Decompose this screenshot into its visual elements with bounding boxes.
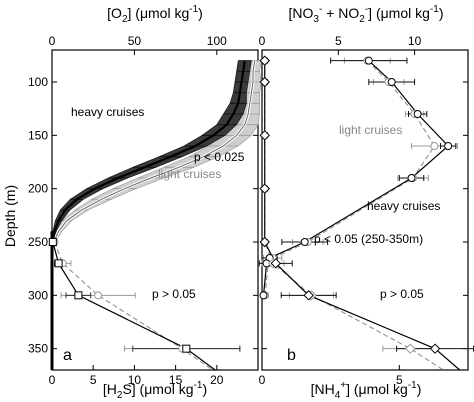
panel-a-label: a bbox=[63, 347, 72, 364]
panel-a-xtick-top-label: 100 bbox=[207, 34, 227, 48]
nh4-heavy-point bbox=[259, 130, 270, 141]
annot-p-gt-005-b: p > 0.05 bbox=[380, 287, 424, 301]
annot-light-cruises-a: light cruises bbox=[158, 167, 221, 181]
annot-light-cruises-b: light cruises bbox=[339, 123, 402, 137]
figure-labels: Depth (m) [O2] (μmol kg-1) [H2S] (μmol k… bbox=[2, 4, 444, 401]
panel-b: 0 5 0 5 10 bbox=[259, 34, 474, 387]
panel-a-top-axis-label: [O2] (μmol kg-1) bbox=[107, 4, 203, 25]
nh4-heavy-point bbox=[259, 236, 270, 248]
h2s-heavy-line bbox=[52, 241, 216, 371]
panel-b-xtick-top-label: 0 bbox=[259, 34, 266, 48]
panel-b-xtick-top-label: 5 bbox=[335, 34, 342, 48]
panel-b-xtick-bottom-label: 0 bbox=[259, 373, 266, 387]
panel-b-label: b bbox=[287, 347, 296, 364]
annot-heavy-cruises-b: heavy cruises bbox=[367, 199, 440, 213]
no3-heavy-point bbox=[407, 174, 416, 182]
nh4-light-line bbox=[264, 60, 444, 371]
panel-a-xtick-bottom-label: 5 bbox=[90, 373, 97, 387]
panel-a-ytick-label: 350 bbox=[28, 342, 48, 356]
panel-a-ytick-label: 100 bbox=[28, 75, 48, 89]
h2s-heavy-point bbox=[48, 238, 57, 246]
no3-heavy-point bbox=[364, 56, 373, 65]
no3-heavy-point bbox=[444, 142, 453, 150]
o2-heavy-line bbox=[50, 60, 246, 253]
panel-a-xtick-top-label: 50 bbox=[128, 34, 142, 48]
no3-heavy-point bbox=[413, 110, 422, 118]
no3-light-point bbox=[430, 142, 439, 150]
annot-p-lt-0025: p < 0.025 bbox=[194, 150, 245, 164]
h2s-heavy-point bbox=[182, 344, 191, 353]
panel-b-top-axis-label: [NO3- + NO2-] (μmol kg-1) bbox=[289, 4, 444, 25]
panel-b-bottom-axis-label: [NH4+] (μmol kg-1) bbox=[311, 380, 422, 401]
panel-a-xtick-top-label: 0 bbox=[49, 34, 56, 48]
panel-a-bottom-axis-label: [H2S] (μmol kg-1) bbox=[103, 380, 207, 401]
panel-a-ytick-label: 300 bbox=[28, 288, 48, 302]
nh4-light-point bbox=[405, 343, 416, 354]
h2s-heavy-point bbox=[74, 291, 83, 300]
annotations: a heavy cruises light cruises p < 0.025 … bbox=[63, 105, 440, 364]
panel-a-xtick-bottom-label: 0 bbox=[49, 373, 56, 387]
panel-b-frame bbox=[261, 49, 469, 371]
panel-b-xtick-top-label: 10 bbox=[408, 34, 422, 48]
annot-p-gt-005-a: p > 0.05 bbox=[152, 287, 196, 301]
nh4-heavy-point bbox=[303, 290, 314, 301]
no3-heavy-point bbox=[300, 238, 309, 246]
panel-a-ytick-label: 200 bbox=[28, 182, 48, 196]
annot-heavy-cruises-a: heavy cruises bbox=[71, 105, 144, 119]
panel-a-xtick-bottom-label: 15 bbox=[169, 373, 183, 387]
y-axis-label: Depth (m) bbox=[2, 185, 18, 247]
nh4-heavy-point bbox=[429, 343, 441, 354]
nh4-heavy-point bbox=[259, 55, 270, 66]
o2-light-line bbox=[51, 60, 256, 253]
panel-a-frame bbox=[51, 49, 259, 371]
nh4-heavy-point bbox=[259, 183, 270, 194]
nh4-heavy-point bbox=[270, 258, 281, 269]
panel-a-xtick-bottom-label: 20 bbox=[210, 373, 224, 387]
annot-p-lt-005-b: p < 0.05 (250-350m) bbox=[314, 232, 423, 246]
panel-b-xtick-bottom-label: 5 bbox=[396, 373, 403, 387]
panel-a-ytick-label: 250 bbox=[28, 235, 48, 249]
no3-heavy-point bbox=[259, 291, 268, 300]
panel-a-xtick-bottom-label: 10 bbox=[128, 373, 142, 387]
panel-a-ytick-label: 150 bbox=[28, 128, 48, 142]
no3-heavy-point bbox=[387, 78, 396, 86]
h2s-heavy-point bbox=[54, 259, 63, 268]
h2s-light-point bbox=[94, 291, 103, 300]
nh4-heavy-line bbox=[264, 60, 461, 371]
nh4-heavy-point bbox=[259, 76, 270, 88]
